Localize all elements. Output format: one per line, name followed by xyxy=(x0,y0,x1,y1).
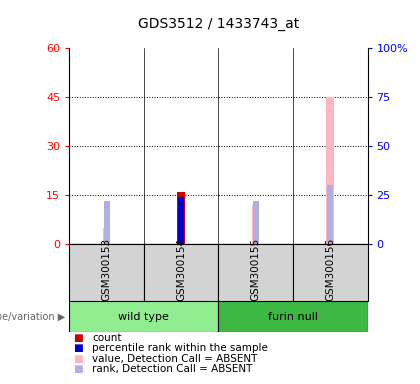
Text: genotype/variation ▶: genotype/variation ▶ xyxy=(0,312,65,322)
Text: rank, Detection Call = ABSENT: rank, Detection Call = ABSENT xyxy=(92,364,253,374)
Text: count: count xyxy=(92,333,122,343)
Text: ■: ■ xyxy=(74,343,83,353)
Text: GDS3512 / 1433743_at: GDS3512 / 1433743_at xyxy=(138,17,299,31)
Text: value, Detection Call = ABSENT: value, Detection Call = ABSENT xyxy=(92,354,258,364)
FancyBboxPatch shape xyxy=(69,301,218,332)
Text: GSM300154: GSM300154 xyxy=(176,238,186,301)
Bar xyxy=(178,197,184,244)
Text: wild type: wild type xyxy=(118,312,169,322)
Text: ■: ■ xyxy=(74,354,83,364)
Text: GSM300155: GSM300155 xyxy=(251,238,261,301)
Text: ■: ■ xyxy=(74,333,83,343)
FancyBboxPatch shape xyxy=(144,244,218,301)
Bar xyxy=(326,97,334,244)
FancyBboxPatch shape xyxy=(218,301,368,332)
Text: ■: ■ xyxy=(74,364,83,374)
Bar xyxy=(104,201,110,244)
Text: percentile rank within the sample: percentile rank within the sample xyxy=(92,343,268,353)
Bar xyxy=(252,205,260,244)
Bar xyxy=(177,192,185,244)
Bar xyxy=(327,185,333,244)
FancyBboxPatch shape xyxy=(69,244,144,301)
Bar xyxy=(103,227,110,244)
FancyBboxPatch shape xyxy=(218,244,293,301)
Text: GSM300153: GSM300153 xyxy=(102,238,112,301)
FancyBboxPatch shape xyxy=(293,244,368,301)
Text: GSM300156: GSM300156 xyxy=(325,238,335,301)
Text: furin null: furin null xyxy=(268,312,318,322)
Bar xyxy=(253,201,259,244)
